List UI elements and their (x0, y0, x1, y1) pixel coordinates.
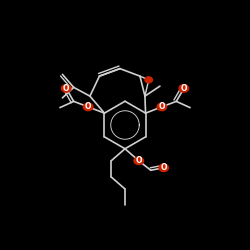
Text: O: O (85, 102, 91, 112)
Text: O: O (180, 84, 187, 93)
Ellipse shape (134, 157, 143, 164)
Ellipse shape (159, 164, 168, 172)
Text: O: O (158, 102, 165, 112)
Text: O: O (160, 163, 167, 172)
Ellipse shape (84, 103, 93, 110)
Text: O: O (136, 156, 142, 165)
Ellipse shape (62, 84, 71, 92)
Ellipse shape (179, 84, 188, 92)
Text: O: O (63, 84, 70, 93)
Ellipse shape (145, 77, 152, 83)
Ellipse shape (157, 103, 166, 110)
